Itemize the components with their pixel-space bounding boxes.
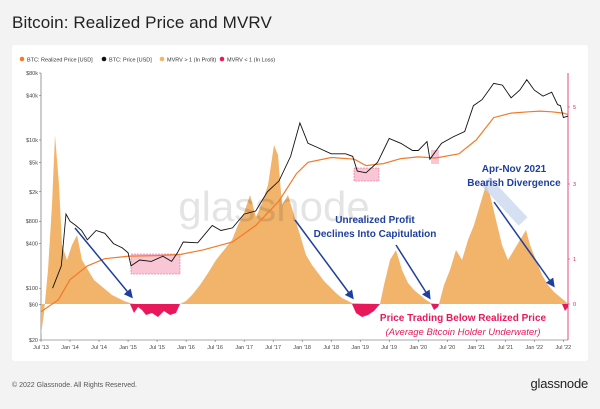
left-axis-ticks: $80k $40k $10k $5k $2k $800 $400 $100 $60 $20 [26, 71, 41, 344]
x-tick-label: Jan '14 [61, 345, 79, 351]
annotations: Unrealized Profit Declines Into Capitula… [314, 164, 562, 338]
annotation-below-realized: Price Trading Below Realized Price [380, 313, 547, 324]
y-tick-label: $2k [29, 190, 38, 196]
legend-label-mvrv-loss: MVRV < 1 (In Loss) [227, 58, 275, 64]
legend-swatch-mvrv-profit [159, 56, 165, 62]
y-tick-label: $60 [29, 303, 38, 309]
x-tick-label: Jan '17 [235, 345, 253, 351]
y-tick-label: $10k [26, 138, 38, 144]
legend-label-price: BTC: Price [USD] [109, 58, 152, 64]
annotation-bearish: Bearish Divergence [467, 178, 561, 189]
right-axis-ticks: 5 3 1 0 [568, 105, 576, 308]
x-tick-label: Jan '22 [526, 345, 544, 351]
x-tick-label: Jan '19 [351, 345, 369, 351]
mvrv-loss-areas [130, 304, 568, 317]
glassnode-logo: glassnode [530, 376, 589, 391]
highlight-box-2020 [431, 150, 439, 164]
x-tick-label: Jan '20 [409, 345, 427, 351]
right-tick-label: 3 [573, 182, 576, 188]
legend-label-realized-price: BTC: Realized Price [USD] [27, 58, 93, 64]
right-tick-label: 5 [573, 105, 576, 111]
x-tick-label: Jul '21 [497, 345, 513, 351]
price-line [52, 78, 569, 289]
y-tick-label: $80k [26, 71, 38, 77]
annotation-apr-nov: Apr-Nov 2021 [482, 164, 547, 175]
y-tick-label: $20 [29, 338, 38, 344]
y-tick-label: $400 [26, 242, 38, 248]
chart-title: Bitcoin: Realized Price and MVRV [12, 13, 272, 32]
x-tick-label: Jul '17 [265, 345, 281, 351]
annotation-declines: Declines Into Capitulation [314, 229, 437, 240]
mvrv-loss-region [431, 304, 439, 310]
right-tick-label: 0 [573, 302, 576, 308]
copyright-text: © 2022 Glassnode. All Rights Reserved. [12, 382, 138, 389]
x-tick-label: Jul '18 [323, 345, 339, 351]
mvrv-loss-region [130, 304, 180, 317]
legend[interactable]: BTC: Realized Price [USD] BTC: Price [US… [19, 56, 276, 64]
loss-highlight-boxes [130, 150, 528, 275]
highlight-box-2018 [353, 167, 380, 182]
x-tick-label: Jul '14 [91, 345, 107, 351]
arrow-2022 [493, 201, 555, 288]
arrow-2018 [294, 219, 354, 300]
x-tick-label: Jul '20 [439, 345, 455, 351]
legend-label-mvrv-profit: MVRV > 1 (In Profit) [167, 58, 216, 64]
annotation-unrealized-profit: Unrealized Profit [335, 215, 415, 226]
y-tick-label: $5k [29, 160, 38, 166]
y-tick-label: $40k [26, 93, 38, 99]
annotation-arrows [74, 201, 555, 300]
realized-price-line [40, 110, 569, 313]
legend-swatch-price [101, 56, 107, 62]
x-tick-label: Jul '16 [207, 345, 223, 351]
x-axis-ticks: Jul '13 Jan '14 Jul '14 Jan '15 Jul '15 Jan '… [33, 339, 571, 351]
y-tick-label: $800 [26, 219, 38, 225]
legend-swatch-realized-price [19, 56, 25, 62]
x-tick-label: Jan '15 [119, 345, 137, 351]
x-tick-label: Jan '18 [293, 345, 311, 351]
legend-swatch-mvrv-loss [219, 56, 225, 62]
highlight-box-2015 [130, 253, 181, 275]
x-tick-label: Jul '13 [33, 345, 49, 351]
annotation-underwater: (Average Bitcoin Holder Underwater) [385, 327, 540, 338]
x-tick-label: Jul '19 [381, 345, 397, 351]
x-tick-label: Jan '16 [177, 345, 195, 351]
chart-card: BTC: Realized Price [USD] BTC: Price [US… [12, 45, 588, 361]
x-tick-label: Jul '15 [149, 345, 165, 351]
arrow-2014 [74, 227, 133, 299]
chart-svg: BTC: Realized Price [USD] BTC: Price [US… [19, 56, 576, 351]
x-tick-label: Jul '22 [555, 345, 571, 351]
y-tick-label: $100 [26, 286, 38, 292]
mvrv-profit-area [41, 135, 568, 335]
divergence-band-2021 [481, 177, 528, 226]
arrow-2020 [395, 244, 431, 300]
mvrv-loss-region [352, 304, 380, 317]
x-tick-label: Jan '21 [468, 345, 486, 351]
mvrv-loss-region [562, 304, 568, 311]
right-tick-label: 1 [573, 257, 576, 263]
